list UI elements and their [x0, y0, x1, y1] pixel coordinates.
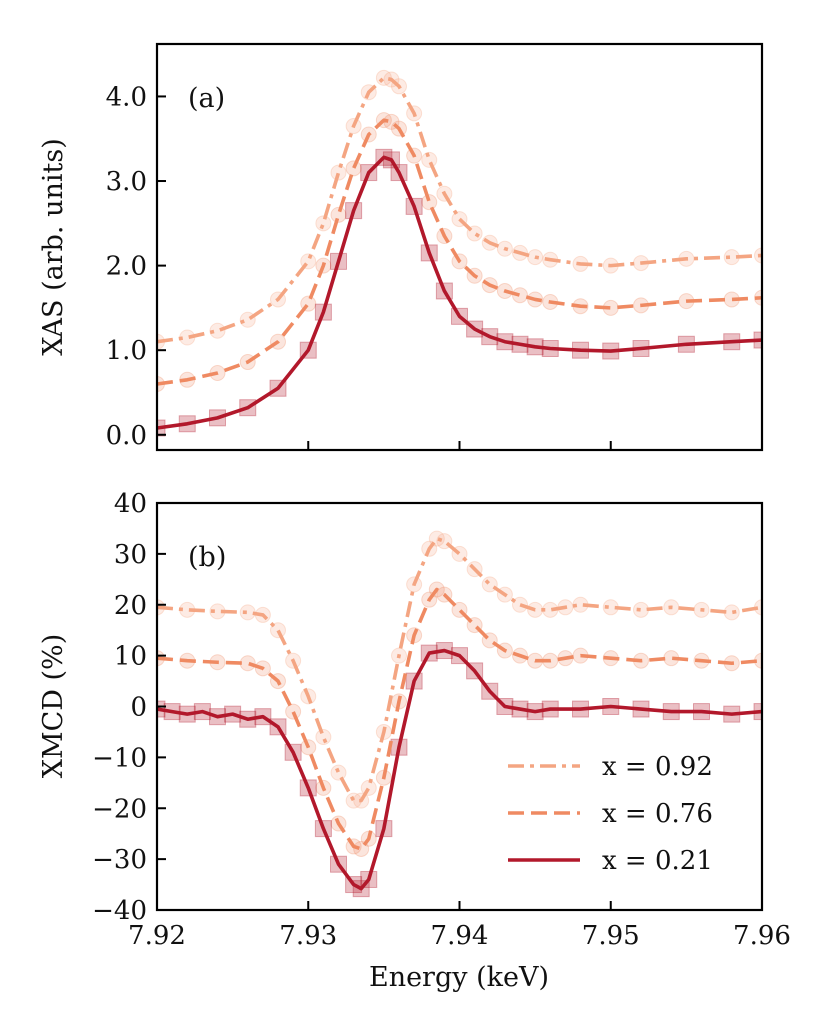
y-tick-label-p0-0: 0.0	[106, 421, 147, 451]
panel-b-y-ticks: −40 −30 −20 −10 0 10 20 30 40	[92, 489, 166, 926]
y-tick-label-p1-2: −20	[92, 794, 147, 824]
series-line-p1-0	[157, 536, 762, 803]
x-tick-label-0: 7.92	[128, 921, 186, 951]
y-tick-label-p0-2: 2.0	[106, 252, 147, 282]
data-marker-p1-s0-23	[512, 596, 528, 613]
data-marker-p1-s0-9	[330, 764, 347, 781]
series-line-p1-1	[157, 587, 762, 851]
data-marker-p0-s1-7	[330, 206, 347, 223]
y-tick-label-p0-4: 4.0	[106, 82, 147, 112]
y-tick-label-p1-0: −40	[92, 896, 147, 926]
panel-a-lines	[157, 76, 762, 430]
legend: x = 0.92 x = 0.76 x = 0.21	[508, 752, 713, 876]
x-tick-label-3: 7.95	[582, 921, 640, 951]
data-marker-p1-s0-29	[633, 601, 649, 618]
data-marker-p0-s0-7	[330, 164, 347, 181]
x-tick-label-4: 7.96	[733, 921, 791, 951]
x-axis-label: Energy (keV)	[369, 962, 549, 993]
x-tick-label-2: 7.94	[431, 921, 489, 951]
data-marker-p0-s0-6	[315, 215, 332, 232]
panel-a-frame	[155, 42, 764, 452]
y-tick-label-p0-3: 3.0	[106, 167, 147, 197]
y-tick-label-p0-1: 1.0	[106, 336, 147, 366]
panel-b-markers	[157, 530, 762, 898]
data-marker-p1-s0-12	[360, 779, 377, 796]
y-tick-label-p1-1: −30	[92, 845, 147, 875]
y-tick-label-p1-4: 0	[130, 693, 147, 723]
panel-b-lines	[157, 536, 762, 891]
data-marker-p0-s1-8	[345, 160, 362, 177]
panel-a-y-axis-label: XAS (arb. units)	[38, 138, 69, 355]
legend-label-1: x = 0.76	[602, 799, 713, 829]
series-line-p0-0	[157, 76, 762, 344]
legend-label-2: x = 0.21	[602, 846, 713, 876]
data-marker-p0-s1-14	[421, 194, 438, 211]
y-tick-label-p1-8: 40	[114, 489, 147, 519]
data-marker-p0-s0-14	[421, 151, 438, 168]
panel-a-y-ticks: 0.0 1.0 2.0 3.0 4.0	[106, 82, 166, 451]
data-marker-p0-s1-20	[512, 287, 528, 304]
series-line-p1-2	[157, 648, 762, 891]
series-line-p0-2	[157, 155, 762, 430]
panel-a-markers	[157, 69, 762, 437]
panel-b-y-axis-label: XMCD (%)	[38, 634, 69, 778]
panel-b-label: (b)	[188, 542, 226, 573]
panel-b-x-ticks: 7.92 7.93 7.94 7.95 7.96	[128, 901, 791, 951]
series-line-p0-1	[157, 118, 762, 386]
panel-a-label: (a)	[188, 83, 225, 114]
panel-a: 0.0 1.0 2.0 3.0 4.0 (a) XAS (arb. units)	[38, 42, 764, 452]
legend-label-0: x = 0.92	[602, 752, 713, 782]
data-marker-p1-s0-32	[723, 604, 740, 621]
y-tick-label-p1-5: 10	[114, 642, 147, 672]
data-marker-p1-s1-6	[285, 703, 302, 720]
data-marker-p1-s0-8	[315, 729, 332, 746]
x-tick-label-1: 7.93	[279, 921, 337, 951]
y-tick-label-p1-7: 30	[114, 540, 147, 570]
y-tick-label-p1-3: −10	[92, 743, 147, 773]
panel-a-x-ticks	[307, 441, 612, 450]
y-tick-label-p1-6: 20	[114, 591, 147, 621]
